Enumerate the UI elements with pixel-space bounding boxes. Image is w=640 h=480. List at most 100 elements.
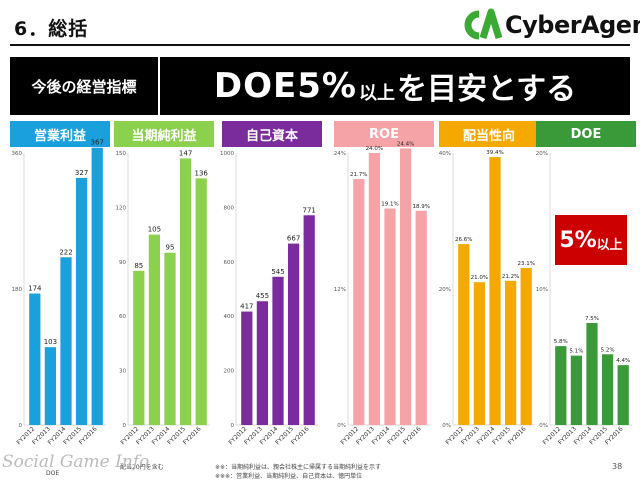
y-tick-label: 10% [536,287,548,293]
y-tick-label: 0% [539,423,548,429]
data-label: 95 [166,244,175,252]
footnote-right-2: ※※※：営業利益、当期純利益、自己資本は、億円単位 [215,473,363,480]
data-label: 24.0% [366,146,383,152]
cyberagent-logo: CyberAgent. [459,8,640,42]
data-label: 21.2% [502,274,519,280]
y-tick-label: 0% [442,423,451,429]
data-label: 367 [91,139,104,147]
data-label: 21.0% [471,275,488,281]
chart-panel: 営業利益 0 180 360 174 FY2012 103 FY2013 222 FY2014 32… [10,121,110,461]
chart-panel: 配当性向 0% 20% 40% 26.6% FY2012 21.0% FY2013 39.4% F… [439,121,539,461]
y-tick-label: 360 [12,151,23,157]
y-tick-label: 800 [224,205,235,211]
data-label: 19.1% [381,202,398,208]
bar [384,208,396,425]
bar [75,177,88,425]
bar [520,267,532,425]
data-label: 545 [271,268,284,276]
y-tick-label: 400 [224,314,235,320]
bar [555,346,567,425]
chart-panel: DOE 0% 10% 20% 5.8% FY2012 5.1% FY2013 7.5% FY201… [536,121,636,461]
bar [458,244,470,425]
page-number: 38 [612,462,623,471]
data-label: 222 [59,248,72,256]
bar [148,234,161,425]
data-label: 85 [134,262,143,270]
bar [44,347,57,425]
bar [164,252,176,425]
y-tick-label: 150 [116,151,127,157]
y-tick-label: 12% [334,287,346,293]
bar [586,323,598,425]
chart-svg: 0%12%24%21.7%FY201224.0%FY201319.1%FY201… [334,141,430,446]
data-label: 5.8% [554,339,568,345]
y-tick-label: 0 [19,423,23,429]
footnote-left-1: 配当20円を含む [120,464,164,471]
bar [287,243,300,425]
chart-title: 営業利益 [10,121,110,147]
y-tick-label: 0 [231,423,235,429]
data-label: 136 [195,169,209,177]
data-label: 147 [179,149,192,157]
chart-title: ROE [334,121,434,147]
bar [256,301,269,425]
chart-svg: 02004006008001000417FY2012455FY2013545FY… [220,151,318,446]
data-label: 4.4% [616,358,630,364]
y-tick-label: 90 [119,260,126,266]
y-tick-label: 30 [119,369,126,375]
data-label: 667 [287,235,300,243]
data-label: 7.5% [585,316,599,322]
kpi-headline-rest: を目安とする [396,72,577,107]
bar [303,215,315,425]
y-tick-label: 40% [439,151,451,157]
bar [272,276,284,425]
data-label: 417 [240,303,253,311]
data-label: 5.1% [569,349,583,355]
kpi-label: 今後の経営指標 [10,57,158,115]
bar [91,147,103,425]
y-tick-label: 180 [12,287,23,293]
chart-title: 当期純利益 [114,121,214,147]
data-label: 5.2% [601,347,615,353]
bar [489,157,501,425]
chart-panel: ROE 0% 12% 24% 21.7% FY2012 24.0% FY2013 19.1% FY… [334,121,434,461]
logo-wordmark: CyberAgent. [505,11,640,39]
bar [29,293,41,425]
bar [504,280,517,425]
data-label: 771 [303,206,316,214]
data-label: 327 [75,169,88,177]
bar [473,282,486,425]
y-tick-label: 20% [536,151,548,157]
chart-title: DOE [536,121,636,147]
y-tick-label: 120 [116,205,127,211]
bar [353,179,365,425]
chart-svg: 030609012015085FY2012105FY201395FY201414… [116,149,210,446]
y-tick-label: 20% [439,287,451,293]
header-divider [10,44,630,46]
kpi-headline-doe: DOE5% [213,66,357,106]
kpi-headline: DOE5% 以上 を目安とする [160,57,630,115]
y-tick-label: 600 [224,260,235,266]
footnote-right-1: ※※：当期純利益は、親会社株主に帰属する当期純利益を示す [215,464,382,471]
data-label: 18.9% [412,204,429,210]
bar [399,148,412,425]
chart-svg: 0%20%40%26.6%FY201221.0%FY201339.4%FY201… [439,150,535,446]
kpi-headline-ijou: 以上 [358,83,395,104]
bar [617,365,629,425]
bar [601,354,614,425]
data-label: 24.4% [397,141,414,147]
data-label: 21.7% [350,172,367,178]
data-label: 455 [256,292,269,300]
section-title: 6．総括 [14,18,89,40]
data-label: 103 [44,338,57,346]
watermark: Social Game Info [2,452,150,472]
y-tick-label: 0 [123,423,127,429]
data-label: 174 [28,285,42,293]
bar [179,158,192,425]
target-badge-suffix: 以上 [596,237,623,253]
y-tick-label: 24% [334,151,346,157]
bar [195,178,207,425]
y-tick-label: 1000 [220,151,234,157]
y-tick-label: 200 [224,369,235,375]
data-label: 23.1% [517,261,534,267]
